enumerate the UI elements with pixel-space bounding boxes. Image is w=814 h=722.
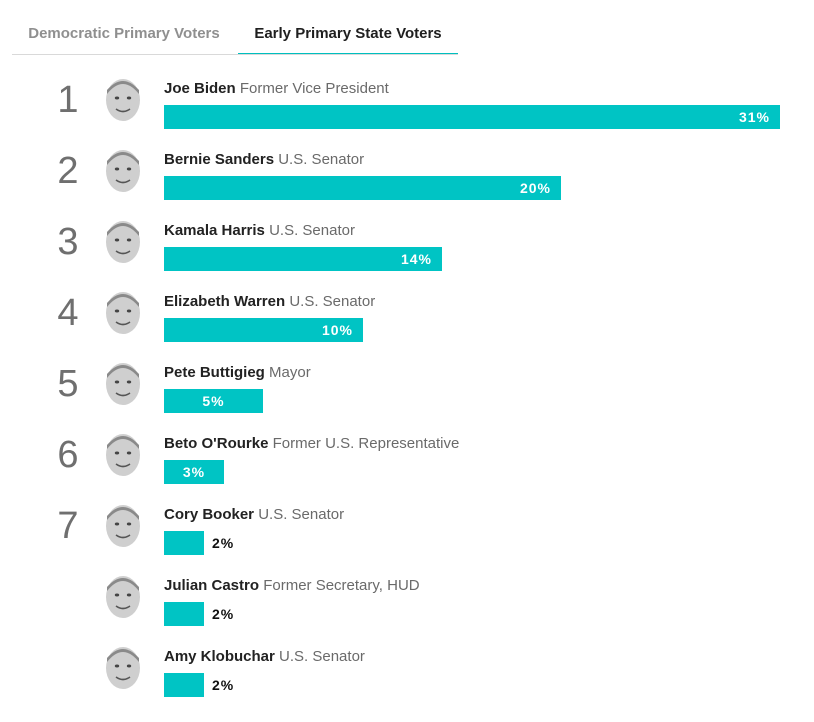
candidate-label: Julian Castro Former Secretary, HUD — [164, 577, 420, 595]
candidate-photo-icon — [104, 291, 142, 335]
candidate-photo-icon — [104, 646, 142, 690]
bar-value-label: 10% — [321, 322, 353, 338]
bar: 14% — [164, 247, 442, 271]
candidate-title: Mayor — [269, 364, 311, 381]
candidate-photo-icon — [104, 362, 142, 406]
bar: 5% — [164, 389, 263, 413]
candidate-label: Kamala Harris U.S. Senator — [164, 222, 355, 240]
bar: 3% — [164, 460, 224, 484]
bar — [164, 531, 204, 555]
candidate-photo-icon — [104, 575, 142, 619]
candidate-title: U.S. Senator — [289, 293, 376, 310]
candidate-photo-icon — [104, 78, 142, 122]
candidate-name: Kamala Harris — [164, 222, 265, 239]
candidate-name: Julian Castro — [164, 577, 260, 594]
candidate-name: Bernie Sanders — [164, 151, 275, 168]
candidate-row: 3 Kamala Harris U.S. Senator 14% — [0, 221, 814, 290]
candidate-row: Julian Castro Former Secretary, HUD 2% — [0, 576, 814, 645]
candidate-label: Pete Buttigieg Mayor — [164, 364, 311, 382]
candidate-label: Joe Biden Former Vice President — [164, 80, 389, 98]
candidate-name: Beto O'Rourke — [164, 435, 269, 452]
bar-value-label: 20% — [519, 180, 551, 196]
rank-number: 1 — [57, 79, 79, 121]
bar: 10% — [164, 318, 363, 342]
candidate-label: Cory Booker U.S. Senator — [164, 506, 344, 524]
bar: 31% — [164, 105, 780, 129]
candidate-row: 6 Beto O'Rourke Former U.S. Representativ… — [0, 434, 814, 503]
candidate-photo-icon — [104, 149, 142, 193]
bar-value-label: 2% — [212, 535, 235, 551]
candidate-row: 5 Pete Buttigieg Mayor 5% — [0, 363, 814, 432]
rank-number: 2 — [57, 150, 79, 192]
rank-number: 3 — [57, 221, 79, 263]
candidate-label: Bernie Sanders U.S. Senator — [164, 151, 364, 169]
bar-value-label: 14% — [400, 251, 432, 267]
candidate-title: U.S. Senator — [278, 151, 365, 168]
candidate-name: Elizabeth Warren — [164, 293, 286, 310]
candidate-title: Former U.S. Representative — [272, 435, 460, 452]
candidate-title: Former Secretary, HUD — [263, 577, 420, 594]
bar — [164, 602, 204, 626]
candidate-row: 1 Joe Biden Former Vice President 31% — [0, 79, 814, 148]
candidate-title: U.S. Senator — [279, 648, 365, 665]
candidate-photo-icon — [104, 433, 142, 477]
candidate-label: Elizabeth Warren U.S. Senator — [164, 293, 375, 311]
candidate-name: Cory Booker — [164, 506, 255, 523]
bar-value-label: 31% — [738, 109, 770, 125]
bar-value-label: 2% — [212, 677, 235, 693]
tab-democratic-primary-voters[interactable]: Democratic Primary Voters — [28, 25, 220, 42]
rank-number: 7 — [57, 505, 79, 547]
candidate-title: U.S. Senator — [258, 506, 345, 523]
tab-bar: Democratic Primary Voters Early Primary … — [12, 18, 458, 55]
candidate-title: Former Vice President — [239, 80, 389, 97]
candidate-label: Amy Klobuchar U.S. Senator — [164, 648, 365, 666]
bar-value-label: 2% — [212, 606, 235, 622]
candidate-row: Amy Klobuchar U.S. Senator 2% — [0, 647, 814, 716]
rank-number: 4 — [57, 292, 79, 334]
candidate-photo-icon — [104, 504, 142, 548]
candidate-row: 7 Cory Booker U.S. Senator 2% — [0, 505, 814, 574]
candidate-photo-icon — [104, 220, 142, 264]
bar — [164, 673, 204, 697]
bar-value-label: 3% — [182, 464, 206, 480]
bar-value-label: 5% — [202, 393, 225, 409]
candidate-row: 2 Bernie Sanders U.S. Senator 20% — [0, 150, 814, 219]
candidate-row: 4 Elizabeth Warren U.S. Senator 10% — [0, 292, 814, 361]
candidate-name: Amy Klobuchar — [164, 648, 275, 665]
candidate-title: U.S. Senator — [269, 222, 355, 239]
rank-number: 6 — [57, 434, 79, 476]
candidate-name: Pete Buttigieg — [164, 364, 265, 381]
candidate-label: Beto O'Rourke Former U.S. Representative — [164, 435, 459, 453]
candidate-name: Joe Biden — [164, 80, 236, 97]
bar: 20% — [164, 176, 561, 200]
tab-divider — [12, 54, 458, 55]
rank-number: 5 — [57, 363, 79, 405]
